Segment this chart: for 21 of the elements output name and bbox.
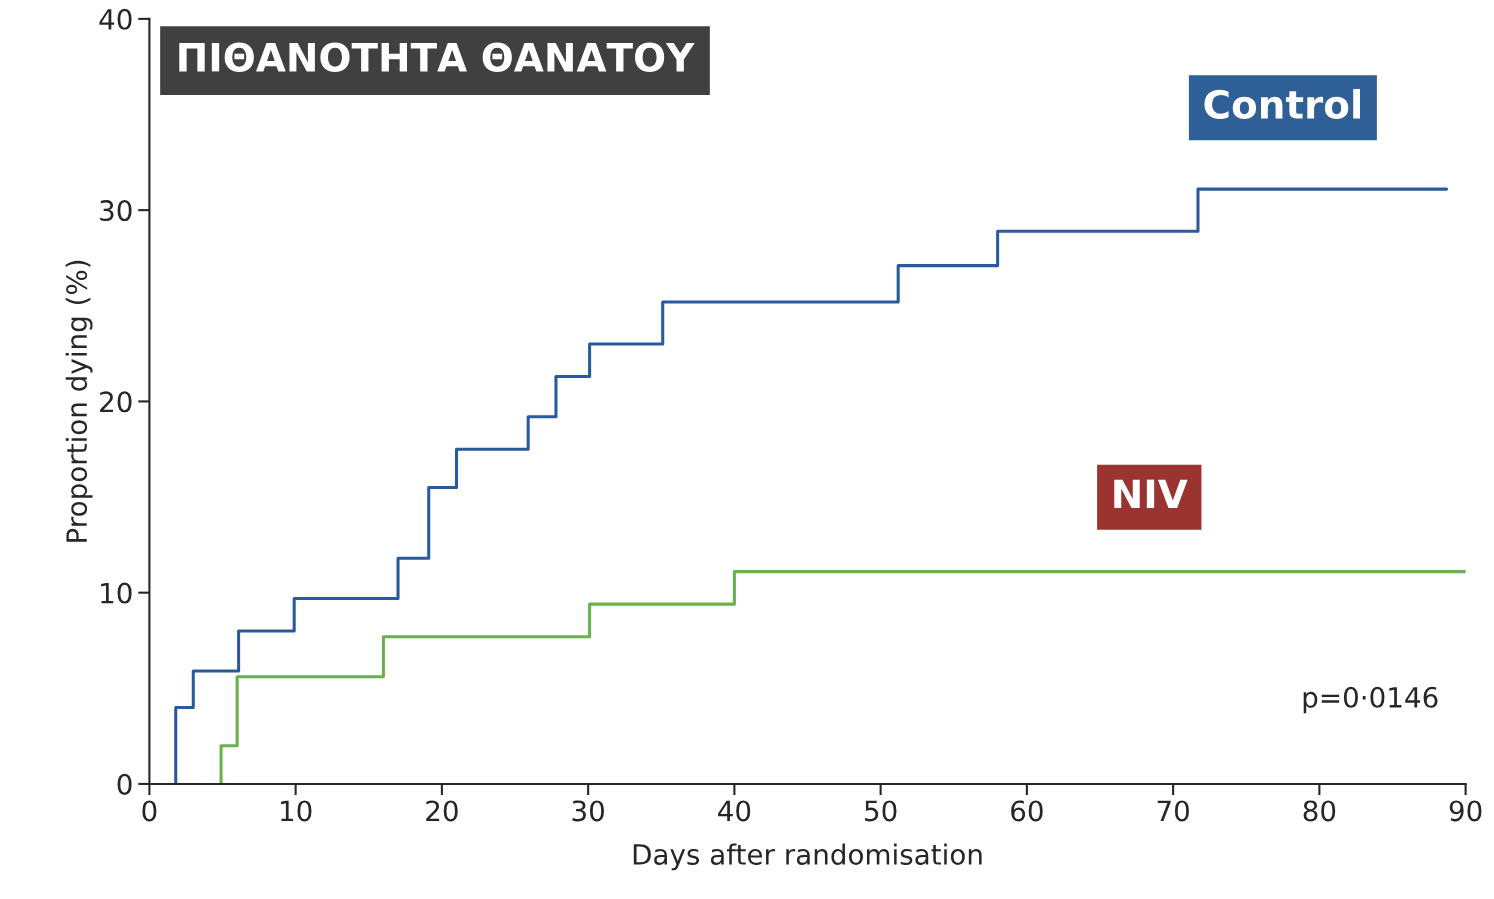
x-tick-label: 70 [1157, 800, 1189, 822]
y-axis-title: Proportion dying (%) [65, 260, 93, 542]
x-tick-label: 30 [572, 800, 604, 822]
x-tick-label: 10 [281, 800, 312, 822]
x-tick-label: 80 [1303, 800, 1336, 822]
y-tick-label: 40 [99, 8, 132, 30]
x-tick-label: 50 [865, 800, 897, 822]
y-tick-label: 0 [117, 773, 132, 795]
x-tick-label: 20 [426, 800, 458, 822]
x-tick-label: 90 [1449, 800, 1482, 822]
x-axis-title: Days after randomisation [633, 843, 982, 871]
y-tick-label: 10 [101, 582, 132, 604]
y-tick-label: 20 [100, 391, 132, 413]
y-tick-label: 30 [100, 200, 132, 222]
series-label: Control [1204, 88, 1360, 120]
x-tick-label: 0 [142, 800, 157, 822]
annotation: p=0·0146 [1303, 686, 1438, 714]
x-tick-label: 60 [1011, 800, 1043, 822]
series-label: NIV [1114, 479, 1188, 508]
chart-title: ΠΙΘΑΝΟΤΗΤΑ ΘΑΝΑΤΟΥ [179, 42, 695, 72]
x-tick-label: 40 [718, 800, 751, 822]
